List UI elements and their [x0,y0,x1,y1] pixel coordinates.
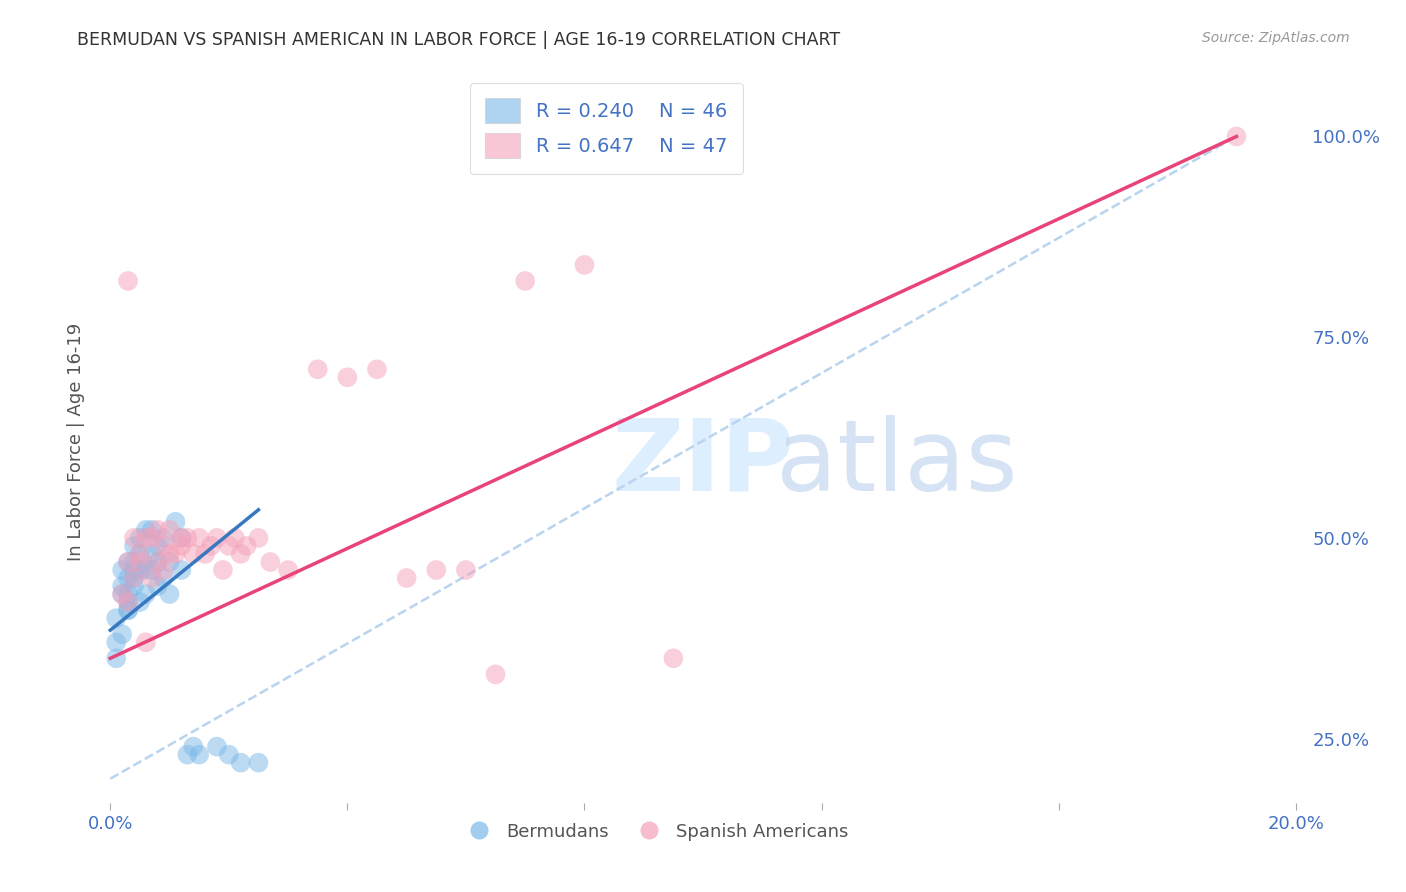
Point [135,635,157,649]
Point [212,563,235,577]
Point [165,515,187,529]
Point [141,531,163,545]
Point [229,547,252,561]
Point [105,651,128,665]
Point [111,563,134,577]
Point [129,555,152,569]
Point [229,756,252,770]
Point [159,555,181,569]
Point [117,555,139,569]
Point [146,539,169,553]
Y-axis label: In Labor Force | Age 16-19: In Labor Force | Age 16-19 [66,322,84,561]
Point [1225,129,1247,144]
Point [176,747,198,762]
Point [205,531,228,545]
Point [205,739,228,754]
Point [170,531,193,545]
Point [574,258,596,272]
Point [181,739,204,754]
Point [247,756,270,770]
Point [135,563,157,577]
Point [117,595,139,609]
Point [122,571,145,585]
Point [129,563,152,577]
Point [336,370,359,384]
Point [247,531,270,545]
Point [98,856,121,871]
Point [129,595,152,609]
Point [105,880,128,892]
Point [111,627,134,641]
Point [152,531,174,545]
Point [117,555,139,569]
Point [117,587,139,601]
Point [366,362,388,376]
Point [218,747,240,762]
Point [425,563,447,577]
Text: BERMUDAN VS SPANISH AMERICAN IN LABOR FORCE | AGE 16-19 CORRELATION CHART: BERMUDAN VS SPANISH AMERICAN IN LABOR FO… [77,31,841,49]
Point [135,523,157,537]
Point [484,667,506,681]
Point [111,579,134,593]
Point [122,539,145,553]
Point [176,531,198,545]
Point [146,579,169,593]
Point [152,539,174,553]
Point [259,555,281,569]
Point [307,362,329,376]
Point [122,563,145,577]
Point [122,531,145,545]
Point [152,571,174,585]
Point [152,563,174,577]
Point [129,547,152,561]
Point [194,547,217,561]
Point [200,539,222,553]
Point [235,539,257,553]
Point [135,587,157,601]
Point [188,747,211,762]
Point [117,274,139,288]
Point [141,523,163,537]
Point [129,547,152,561]
Point [662,651,685,665]
Point [122,571,145,585]
Point [159,547,181,561]
Point [111,587,134,601]
Point [515,274,537,288]
Point [181,547,204,561]
Point [141,563,163,577]
Text: atlas: atlas [776,415,1018,512]
Point [122,579,145,593]
Point [218,539,240,553]
Point [105,635,128,649]
Point [105,611,128,625]
Point [122,555,145,569]
Point [454,563,477,577]
Point [146,555,169,569]
Point [170,531,193,545]
Point [277,563,299,577]
Point [170,563,193,577]
Point [159,523,181,537]
Point [224,531,246,545]
Point [117,603,139,617]
Point [146,523,169,537]
Point [141,547,163,561]
Point [117,595,139,609]
Point [395,571,418,585]
Point [111,587,134,601]
Point [141,571,163,585]
Point [117,603,139,617]
Point [165,547,187,561]
Legend: Bermudans, Spanish Americans: Bermudans, Spanish Americans [454,815,855,848]
Point [135,531,157,545]
Point [170,539,193,553]
Text: Source: ZipAtlas.com: Source: ZipAtlas.com [1202,31,1350,45]
Point [159,587,181,601]
Point [117,571,139,585]
Text: ZIP: ZIP [612,415,794,512]
Point [188,531,211,545]
Point [146,555,169,569]
Point [129,531,152,545]
